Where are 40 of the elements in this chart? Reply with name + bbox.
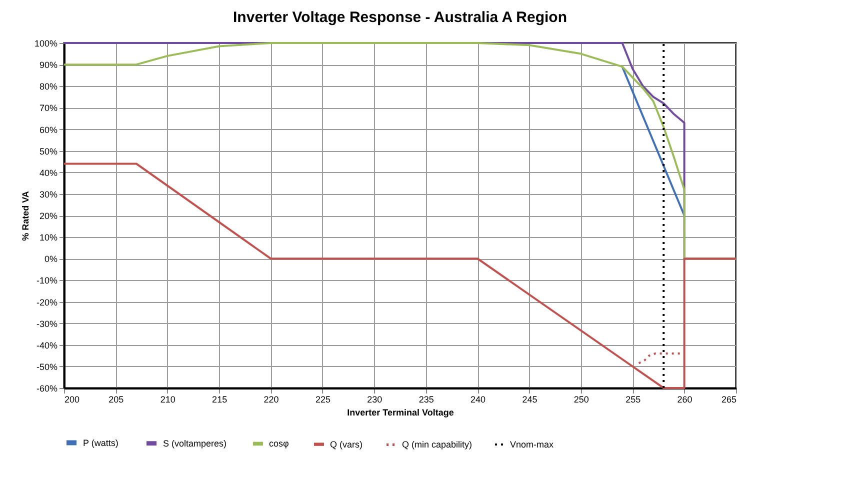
y-tick-label: -30% xyxy=(36,318,58,329)
y-tick-label: 30% xyxy=(39,189,58,200)
y-tick-label: 90% xyxy=(39,60,58,70)
x-tick-label: 245 xyxy=(522,394,538,404)
x-tick-label: 200 xyxy=(64,394,80,404)
y-tick-label: 100% xyxy=(34,38,58,48)
y-tick-label: 80% xyxy=(39,82,58,92)
y-tick-label: -60% xyxy=(36,384,58,394)
x-tick-label: 225 xyxy=(315,394,330,404)
y-tick-label: 20% xyxy=(39,211,58,221)
x-tick-label: 205 xyxy=(108,394,124,404)
legend-label: Vnom-max xyxy=(510,440,554,450)
x-tick-label: 235 xyxy=(418,394,434,404)
x-tick-label: 215 xyxy=(212,394,228,404)
y-tick-label: -10% xyxy=(36,276,58,286)
x-tick-label: 250 xyxy=(574,394,589,404)
x-tick-label: 230 xyxy=(367,394,382,404)
legend-label: P (watts) xyxy=(83,438,118,448)
legend-label: S (voltamperes) xyxy=(163,438,227,448)
legend-label: cosφ xyxy=(269,438,290,449)
y-tick-label: 10% xyxy=(39,232,58,243)
y-tick-label: 60% xyxy=(39,124,58,135)
x-tick-label: 265 xyxy=(721,394,736,404)
x-tick-label: 255 xyxy=(626,394,641,404)
x-tick-label: 240 xyxy=(470,394,486,404)
y-axis-title: % Rated VA xyxy=(20,190,30,241)
y-tick-label: -50% xyxy=(36,362,58,372)
legend-label: Q (vars) xyxy=(330,439,362,450)
y-tick-label: -20% xyxy=(36,297,58,308)
y-tick-label: 70% xyxy=(39,103,58,114)
y-tick-label: -40% xyxy=(36,340,58,350)
x-tick-label: 260 xyxy=(677,394,692,404)
chart-title: Inverter Voltage Response - Australia A Region xyxy=(233,9,567,26)
y-tick-label: 50% xyxy=(39,146,58,156)
x-tick-label: 220 xyxy=(264,394,279,404)
x-axis-title: Inverter Terminal Voltage xyxy=(347,408,454,418)
y-tick-label: 0% xyxy=(44,254,58,264)
y-tick-label: 40% xyxy=(39,168,58,178)
x-tick-label: 210 xyxy=(160,394,176,404)
legend-label: Q (min capability) xyxy=(402,440,472,450)
